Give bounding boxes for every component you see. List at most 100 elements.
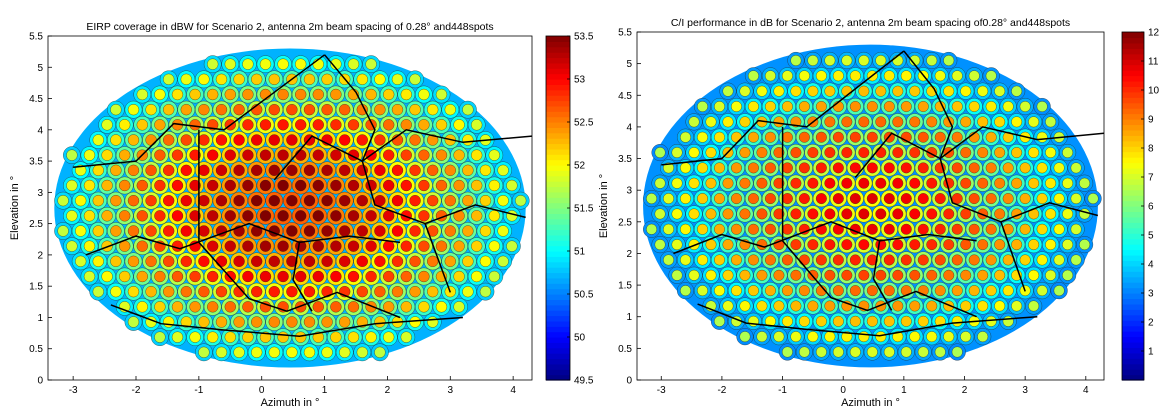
beam-peak xyxy=(892,331,904,343)
beam-peak xyxy=(418,149,430,161)
beam-peak xyxy=(866,101,878,112)
colorbar-segment xyxy=(1122,265,1144,272)
beam-peak xyxy=(233,255,245,267)
beam-peak xyxy=(198,286,210,298)
beam-peak xyxy=(400,331,412,343)
beam-peak xyxy=(680,162,691,174)
colorbar-segment xyxy=(1122,276,1144,283)
beam-peak xyxy=(764,315,776,327)
beam-peak xyxy=(1002,162,1014,174)
colorbar-tick-label: 5 xyxy=(1148,231,1154,242)
beam-peak xyxy=(756,177,768,189)
beam-peak xyxy=(951,70,963,82)
beam-peak xyxy=(295,58,307,70)
beam-peak xyxy=(943,331,955,343)
colorbar-segment xyxy=(1122,238,1144,245)
colorbar-segment xyxy=(1122,91,1144,98)
beam-peak xyxy=(968,254,980,266)
beam-peak xyxy=(330,270,342,283)
beam-peak xyxy=(798,254,810,266)
beam-peak xyxy=(479,286,492,298)
beam-peak xyxy=(506,179,518,192)
beam-peak xyxy=(773,331,785,343)
colorbar-tick-label: 3 xyxy=(1148,289,1154,300)
x-tick-label: 3 xyxy=(1022,385,1028,396)
beam-peak xyxy=(1045,177,1057,189)
beam-peak xyxy=(790,331,802,343)
beam-peak xyxy=(391,225,404,237)
beam-peak xyxy=(900,70,912,82)
beam-peak xyxy=(926,116,938,128)
country-border xyxy=(273,128,532,181)
beam-peak xyxy=(1036,162,1048,174)
beam-peak xyxy=(985,254,997,266)
beam-peak xyxy=(303,164,316,176)
beam-peak xyxy=(900,101,912,112)
beam-peak xyxy=(374,104,386,116)
beam-peak xyxy=(242,301,254,313)
beam-peak xyxy=(781,70,793,82)
beam-peak xyxy=(198,195,210,207)
beam-peak xyxy=(756,208,768,220)
beam-peak xyxy=(497,195,509,207)
beam-peak xyxy=(127,104,140,116)
colorbar-segment xyxy=(1122,216,1144,223)
beam-peak xyxy=(849,285,861,297)
beam-peak xyxy=(154,210,166,222)
beam-peak xyxy=(444,195,456,207)
y-tick-label: 3.5 xyxy=(29,157,43,168)
colorbar-tick-label: 53 xyxy=(574,75,586,86)
beam-peak xyxy=(224,331,236,343)
y-tick-label: 3.5 xyxy=(618,154,632,165)
colorbar-tick-label: 51.5 xyxy=(574,204,594,215)
beam-peak xyxy=(471,119,483,131)
beam-peak xyxy=(900,254,912,266)
beam-peak xyxy=(312,210,324,222)
beam-peak xyxy=(251,255,263,267)
beam-peak xyxy=(171,210,184,222)
beam-peak xyxy=(926,208,938,220)
colorbar-segment xyxy=(1122,189,1144,196)
beam-peak xyxy=(286,255,298,267)
beam-peak xyxy=(462,134,474,146)
y-tick-label: 2.5 xyxy=(29,219,43,230)
colorbar-segment xyxy=(546,105,570,112)
beam-peak xyxy=(663,193,674,205)
beam-peak xyxy=(917,101,929,112)
beam-peak xyxy=(488,240,500,252)
beam-peak xyxy=(875,208,887,220)
beam-peak xyxy=(1053,254,1065,266)
colorbar-segment xyxy=(546,256,570,263)
beam-peak xyxy=(233,104,245,116)
beam-peak xyxy=(841,208,853,220)
beam-peak xyxy=(101,179,113,192)
beam-peak xyxy=(1019,193,1031,205)
beam-peak xyxy=(824,331,836,343)
beam-peak xyxy=(409,164,421,176)
colorbar-segment xyxy=(546,36,570,42)
beam-peak xyxy=(259,240,272,252)
beam-peak xyxy=(917,193,929,205)
beam-peak xyxy=(145,104,157,116)
colorbar-segment xyxy=(1122,195,1144,202)
beam-peak xyxy=(824,239,836,251)
colorbar-tick-label: 52.5 xyxy=(574,118,594,129)
beam-peak xyxy=(356,346,368,358)
beam-peak xyxy=(773,269,785,281)
beam-peak xyxy=(994,116,1006,128)
beam-peak xyxy=(154,179,166,192)
beam-peak xyxy=(858,147,870,158)
beam-peak xyxy=(471,149,483,161)
colorbar-segment xyxy=(546,62,570,69)
beam-peak xyxy=(145,225,157,237)
beam-peak xyxy=(409,286,421,298)
chart-title: EIRP coverage in dBW for Scenario 2, ant… xyxy=(86,21,493,33)
beam-peak xyxy=(374,73,386,85)
beam-peak xyxy=(427,255,439,267)
beam-peak xyxy=(189,210,201,222)
beam-peak xyxy=(251,164,263,176)
beam-peak xyxy=(790,55,802,66)
beam-peak xyxy=(259,331,272,343)
beam-peak xyxy=(705,147,717,158)
